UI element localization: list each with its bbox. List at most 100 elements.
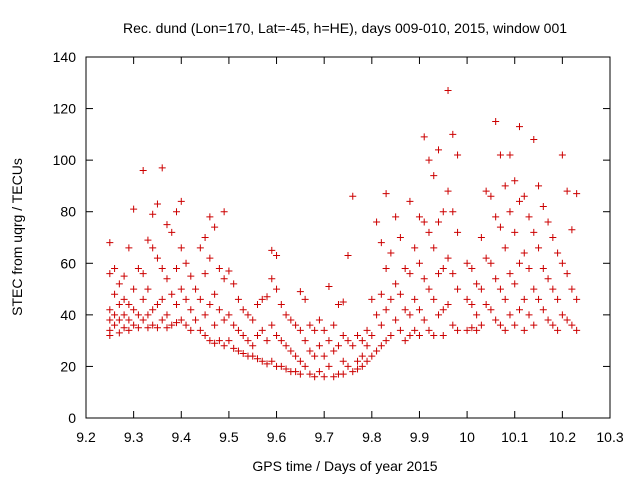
data-point — [339, 298, 347, 306]
data-point — [420, 133, 428, 141]
data-point — [306, 370, 314, 378]
data-point — [339, 357, 347, 365]
data-point — [382, 264, 390, 272]
data-point — [153, 200, 161, 208]
data-point — [354, 331, 362, 339]
data-point — [125, 301, 133, 309]
data-point — [134, 324, 142, 332]
x-tick-label: 9.9 — [410, 429, 430, 445]
y-tick-label: 120 — [53, 101, 77, 117]
data-point — [439, 208, 447, 216]
data-point — [454, 326, 462, 334]
data-point — [449, 270, 457, 278]
data-point — [206, 337, 214, 345]
data-point — [411, 244, 419, 252]
data-point — [277, 362, 285, 370]
data-point — [306, 321, 314, 329]
data-point — [530, 321, 538, 329]
data-point — [211, 290, 219, 298]
data-point — [187, 326, 195, 334]
data-point — [354, 365, 362, 373]
data-point — [111, 321, 119, 329]
y-axis-label: STEC from uqrg / TECUs — [9, 158, 25, 316]
data-point — [253, 301, 261, 309]
data-point — [535, 244, 543, 252]
data-point — [477, 321, 485, 329]
y-tick-label: 140 — [53, 49, 77, 65]
data-point — [539, 264, 547, 272]
data-point — [144, 324, 152, 332]
data-point — [182, 321, 190, 329]
data-point — [401, 264, 409, 272]
data-point — [506, 208, 514, 216]
data-point — [501, 295, 509, 303]
data-point — [273, 331, 281, 339]
data-point — [525, 311, 533, 319]
data-point — [158, 316, 166, 324]
x-axis-label: GPS time / Days of year 2015 — [252, 458, 437, 474]
data-point — [163, 221, 171, 229]
data-point — [415, 213, 423, 221]
data-point — [420, 275, 428, 283]
data-point — [234, 326, 242, 334]
data-point — [149, 306, 157, 314]
data-point — [549, 234, 557, 241]
data-point — [358, 352, 366, 360]
data-point — [215, 306, 223, 314]
data-point — [377, 290, 385, 298]
data-point — [282, 342, 290, 350]
y-tick-label: 80 — [60, 204, 76, 220]
data-point — [377, 239, 385, 247]
data-point — [396, 234, 404, 241]
data-point — [473, 326, 481, 334]
data-point — [220, 208, 228, 216]
data-point — [487, 306, 495, 314]
data-point — [496, 151, 504, 159]
data-point — [468, 264, 476, 272]
data-point — [215, 264, 223, 272]
y-tick-label: 0 — [68, 410, 76, 426]
data-point — [396, 326, 404, 334]
data-point — [439, 264, 447, 272]
data-point — [253, 331, 261, 339]
data-point — [377, 342, 385, 350]
data-point — [501, 244, 509, 252]
data-point — [144, 311, 152, 319]
data-point — [330, 373, 338, 381]
data-point — [149, 244, 157, 252]
data-point — [311, 373, 319, 381]
data-point — [182, 259, 190, 267]
data-point — [415, 331, 423, 339]
data-point — [111, 311, 119, 319]
data-point — [268, 321, 276, 329]
data-point — [106, 270, 114, 278]
data-point — [115, 329, 123, 337]
data-point — [273, 285, 281, 293]
data-point — [344, 362, 352, 370]
data-point — [320, 326, 328, 334]
x-tick-label: 9.2 — [76, 429, 96, 445]
data-point — [454, 285, 462, 293]
data-point — [301, 362, 309, 370]
data-point — [444, 87, 452, 95]
data-point — [363, 357, 371, 365]
data-point — [120, 295, 128, 303]
data-point — [406, 311, 414, 319]
data-point — [515, 306, 523, 314]
data-point — [206, 301, 214, 309]
data-point — [430, 244, 438, 252]
data-points — [106, 87, 581, 381]
data-point — [120, 311, 128, 319]
data-point — [477, 285, 485, 293]
data-point — [125, 326, 133, 334]
data-point — [415, 306, 423, 314]
x-tick-label: 10.2 — [549, 429, 576, 445]
x-tick-label: 9.7 — [314, 429, 334, 445]
data-point — [368, 352, 376, 360]
data-point — [425, 285, 433, 293]
data-point — [554, 249, 562, 257]
data-point — [425, 326, 433, 334]
data-point — [201, 234, 209, 241]
data-point — [315, 316, 323, 324]
